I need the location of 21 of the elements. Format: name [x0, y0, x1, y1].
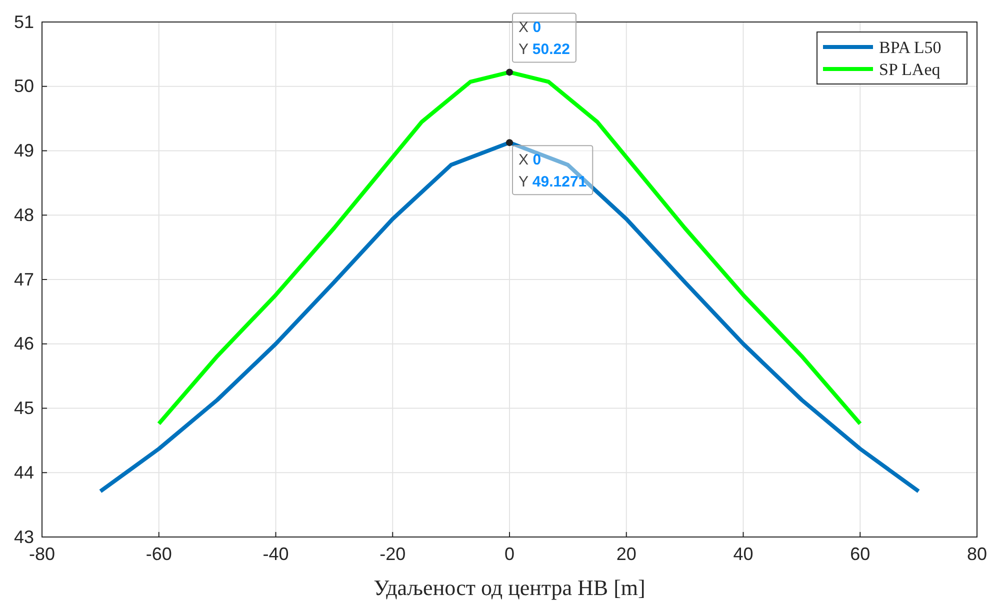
y-tick-label: 48	[14, 204, 34, 225]
x-tick-label: 0	[504, 544, 515, 564]
y-tick-label: 50	[14, 76, 34, 96]
x-tick-label: -60	[146, 544, 172, 564]
x-tick-label: 40	[733, 544, 754, 564]
y-tick-label: 44	[14, 462, 34, 482]
x-axis-title: Удаљеност од центра НВ [m]	[374, 575, 646, 600]
annotation: X 0 Y 50.22	[518, 19, 570, 58]
x-tick-label: 20	[616, 544, 636, 564]
y-tick-label: 46	[14, 334, 34, 354]
legend-label: BPA L50	[879, 38, 942, 57]
y-tick-label: 49	[14, 140, 34, 161]
legend-label: SP LAeq	[879, 60, 941, 79]
annotation: X 0 Y 49.1271	[518, 152, 587, 191]
y-tick-label: 47	[14, 269, 34, 290]
x-tick-label: -20	[380, 544, 406, 564]
x-tick-label: 80	[966, 544, 988, 564]
y-tick-label: 51	[14, 12, 34, 32]
y-tick-label: 45	[14, 398, 34, 418]
x-tick-label: 60	[850, 544, 870, 564]
x-tick-label: -40	[262, 544, 289, 564]
